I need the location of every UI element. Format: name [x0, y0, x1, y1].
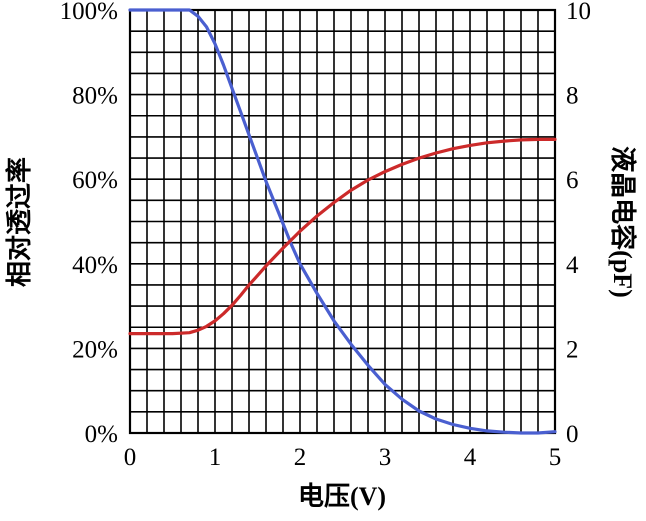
x-tick-label: 2	[294, 444, 307, 471]
y-left-tick-label: 80%	[72, 83, 118, 110]
y-left-tick-label: 60%	[72, 167, 118, 194]
grid	[130, 10, 555, 433]
y-left-tick-label: 100%	[60, 0, 118, 25]
y-right-tick-label: 4	[566, 252, 579, 279]
plot-frame	[128, 8, 557, 435]
y-right-tick-label: 8	[566, 83, 579, 110]
x-tick-label: 4	[464, 444, 477, 471]
x-axis-title: 电压(V)	[298, 482, 386, 511]
axes	[128, 8, 557, 435]
series-layer	[128, 8, 557, 435]
x-tick-label: 3	[379, 444, 392, 471]
x-tick-label: 5	[549, 444, 562, 471]
capacitance-series-line	[128, 137, 557, 336]
y-left-tick-label: 0%	[85, 421, 118, 448]
x-tick-label: 0	[124, 444, 137, 471]
y-left-axis-title: 相对透过率	[4, 157, 34, 287]
y-right-tick-label: 6	[566, 167, 579, 194]
tick-labels: 0 1 2 3 4 5 0% 20% 40% 60% 80% 100% 0 2 4 6 8 10	[60, 0, 591, 471]
y-right-axis-title: 液晶电容(pF)	[608, 146, 638, 298]
y-left-tick-label: 20%	[72, 336, 118, 363]
y-right-tick-label: 2	[566, 336, 579, 363]
transmittance-series-line	[128, 8, 557, 435]
y-left-tick-label: 40%	[72, 252, 118, 279]
y-right-tick-label: 0	[566, 421, 579, 448]
x-tick-label: 1	[209, 444, 222, 471]
y-right-tick-label: 10	[566, 0, 591, 25]
